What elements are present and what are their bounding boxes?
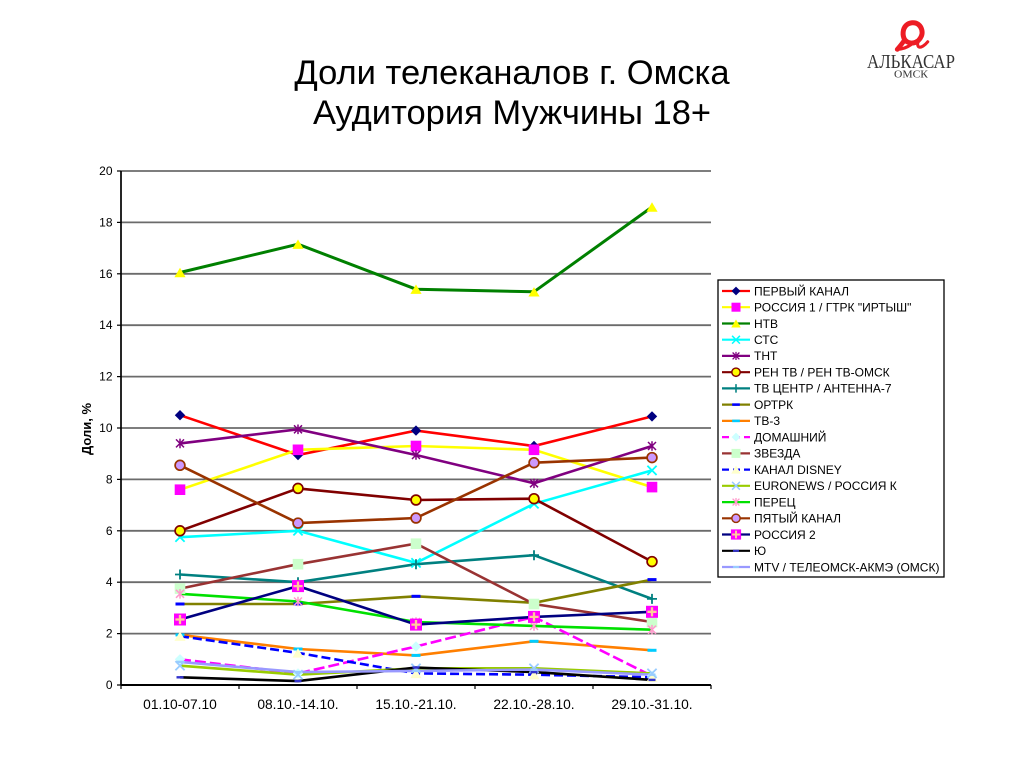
svg-text:АЛЬКАСАР: АЛЬКАСАР [867,51,955,73]
svg-text:Ю: Ю [754,544,766,558]
svg-text:ПЕРВЫЙ КАНАЛ: ПЕРВЫЙ КАНАЛ [754,283,849,298]
svg-text:ОМСК: ОМСК [894,70,929,81]
svg-text:20: 20 [99,164,113,178]
svg-text:22.10.-28.10.: 22.10.-28.10. [493,697,574,712]
svg-text:EURONEWS / РОССИЯ К: EURONEWS / РОССИЯ К [754,479,897,493]
svg-text:14: 14 [99,318,113,332]
svg-text:29.10.-31.10.: 29.10.-31.10. [611,697,692,712]
svg-text:ТВ-3: ТВ-3 [754,414,780,428]
svg-text:ЗВЕЗДА: ЗВЕЗДА [754,447,800,461]
svg-text:4: 4 [106,575,113,589]
svg-text:6: 6 [106,524,113,538]
svg-text:ТВ ЦЕНТР / АНТЕННА-7: ТВ ЦЕНТР / АНТЕННА-7 [754,382,892,396]
svg-text:0: 0 [106,678,113,692]
svg-text:РОССИЯ 2: РОССИЯ 2 [754,528,816,542]
svg-text:08.10.-14.10.: 08.10.-14.10. [257,697,338,712]
svg-text:ТНТ: ТНТ [754,349,778,363]
svg-text:16: 16 [99,267,113,281]
svg-text:РЕН ТВ / РЕН ТВ-ОМСК: РЕН ТВ / РЕН ТВ-ОМСК [754,366,890,380]
svg-text:ДОМАШНИЙ: ДОМАШНИЙ [754,429,826,444]
svg-text:КАНАЛ DISNEY: КАНАЛ DISNEY [754,463,842,477]
svg-text:18: 18 [99,215,113,229]
svg-text:РОССИЯ 1 / ГТРК "ИРТЫШ": РОССИЯ 1 / ГТРК "ИРТЫШ" [754,301,911,315]
svg-text:15.10.-21.10.: 15.10.-21.10. [375,697,456,712]
svg-text:8: 8 [106,472,113,486]
svg-text:ПЕРЕЦ: ПЕРЕЦ [754,495,796,509]
svg-text:2: 2 [106,627,113,641]
svg-text:ПЯТЫЙ КАНАЛ: ПЯТЫЙ КАНАЛ [754,511,841,526]
svg-text:12: 12 [99,370,113,384]
svg-text:ОРТРК: ОРТРК [754,398,793,412]
svg-text:Доли, %: Доли, % [79,403,94,456]
svg-text:НТВ: НТВ [754,317,778,331]
svg-text:01.10-07.10: 01.10-07.10 [143,697,217,712]
svg-text:10: 10 [99,421,113,435]
svg-text:СТС: СТС [754,333,779,347]
svg-text:MTV / ТЕЛЕОМСК-АКМЭ (ОМСК): MTV / ТЕЛЕОМСК-АКМЭ (ОМСК) [754,560,939,574]
